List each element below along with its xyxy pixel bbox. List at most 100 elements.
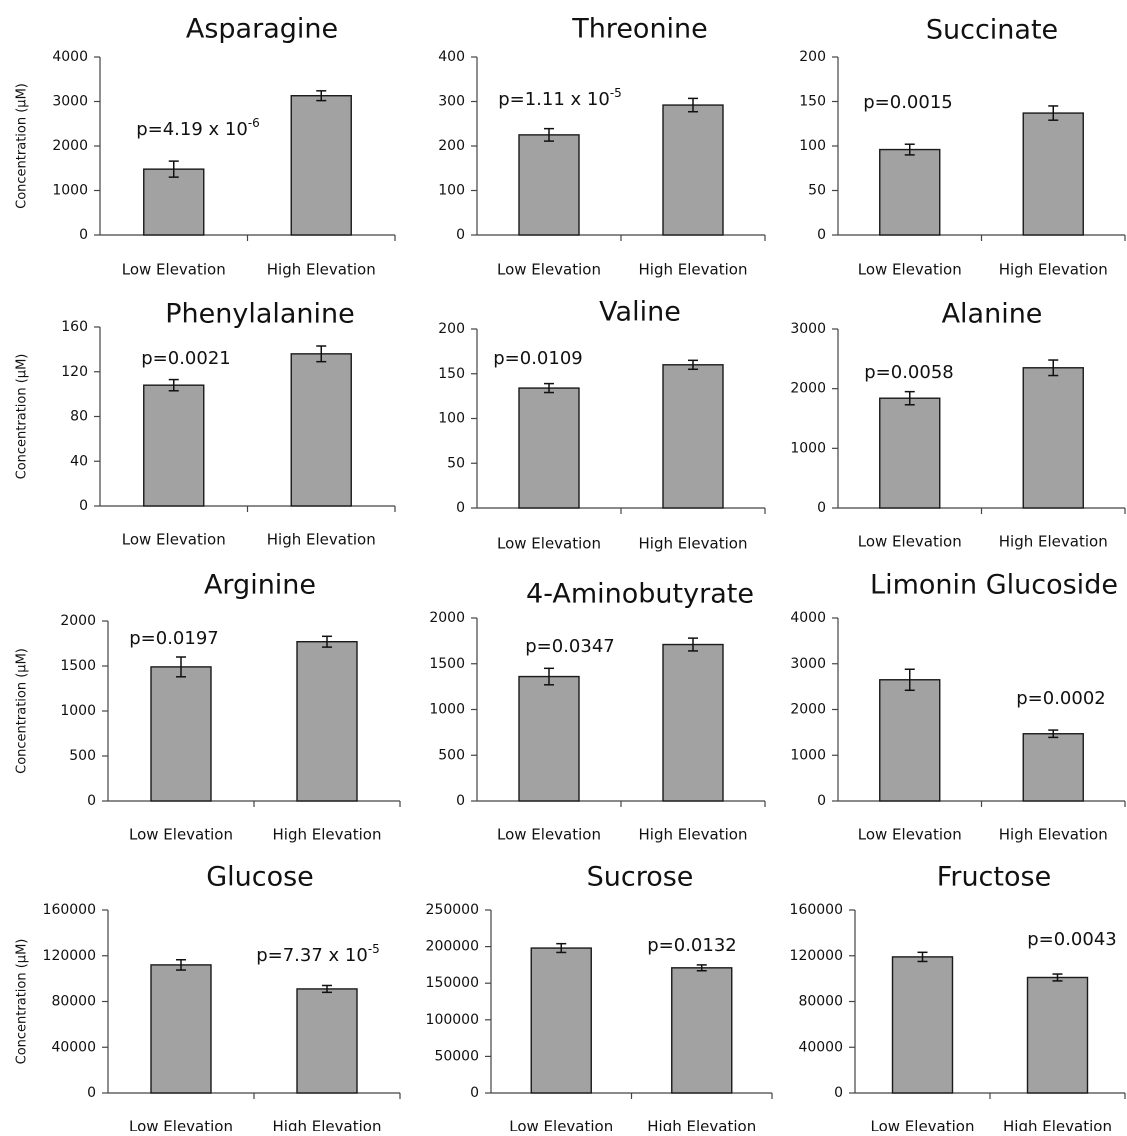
p-value-annotation: p=0.0132 <box>647 935 737 956</box>
y-tick-label: 80000 <box>798 994 843 1010</box>
x-category-label: High Elevation <box>639 261 748 279</box>
p-value-text: p=7.37 x 10 <box>256 945 368 966</box>
bar-high-elevation <box>290 95 352 236</box>
x-category-label: Low Elevation <box>509 1118 613 1132</box>
y-tick-label: 2000 <box>790 702 826 718</box>
bar-low-elevation <box>150 666 212 802</box>
x-category-label: Low Elevation <box>129 1118 233 1132</box>
x-category-label: Low Elevation <box>497 535 601 553</box>
x-category-label: High Elevation <box>639 826 748 844</box>
p-value-annotation: p=0.0347 <box>525 636 615 657</box>
bar-high-elevation <box>1022 367 1084 509</box>
p-value-annotation: p=4.19 x 10-6 <box>136 116 260 141</box>
bar-low-elevation <box>518 675 580 802</box>
bar-low-elevation <box>879 148 941 236</box>
y-tick-label: 2000 <box>60 613 96 629</box>
y-tick-label: 50 <box>447 455 465 471</box>
chart-title: Arginine <box>204 570 316 601</box>
y-axis-label: Concentration (µM) <box>15 354 30 480</box>
y-tick-label: 3000 <box>52 94 88 110</box>
p-value-text: p=0.0132 <box>647 935 737 956</box>
chart-title: Valine <box>599 297 681 328</box>
y-tick-label: 40000 <box>798 1039 843 1055</box>
bar-low-elevation <box>879 397 941 509</box>
p-value-annotation: p=0.0043 <box>1027 929 1117 950</box>
y-tick-label: 1000 <box>790 747 826 763</box>
chart-title: Threonine <box>571 14 708 45</box>
bar-low-elevation <box>143 168 205 236</box>
p-value-exponent: -5 <box>610 86 622 100</box>
y-tick-label: 3000 <box>790 321 826 337</box>
bar-low-elevation <box>518 387 580 509</box>
p-value-exponent: -6 <box>248 116 260 130</box>
x-category-label: Low Elevation <box>871 1118 975 1132</box>
chart-title: Phenylalanine <box>165 299 355 330</box>
bar-high-elevation <box>1026 976 1089 1094</box>
p-value-text: p=0.0015 <box>863 92 953 113</box>
y-tick-label: 160 <box>61 319 88 335</box>
chart-title: Alanine <box>942 299 1043 330</box>
y-tick-label: 3000 <box>790 656 826 672</box>
y-tick-label: 80000 <box>51 994 96 1010</box>
y-tick-label: 100 <box>438 411 465 427</box>
p-value-annotation: p=0.0058 <box>864 362 954 383</box>
y-tick-label: 100000 <box>426 1012 479 1028</box>
y-tick-label: 50000 <box>434 1048 479 1064</box>
chart-title: Sucrose <box>587 862 694 893</box>
x-category-label: Low Elevation <box>122 261 226 279</box>
y-tick-label: 0 <box>79 498 88 514</box>
chart-panel-3: Succinate 0 50 100 150 200 Low Elevation High E… <box>799 15 1126 279</box>
x-category-label: High Elevation <box>639 535 748 553</box>
p-value-text: p=0.0058 <box>864 362 954 383</box>
y-tick-label: 1500 <box>429 656 465 672</box>
chart-panel-8: 4-Aminobutyrate 0 500 1000 1500 2000 Low Eleva… <box>429 579 766 844</box>
y-axis-label: Concentration (µM) <box>15 939 30 1065</box>
bar-high-elevation <box>1022 733 1084 802</box>
y-tick-label: 2000 <box>52 138 88 154</box>
p-value-annotation: p=7.37 x 10-5 <box>256 942 380 967</box>
p-value-text: p=0.0197 <box>129 628 219 649</box>
y-axis-label: Concentration (µM) <box>15 83 30 209</box>
y-tick-label: 0 <box>456 793 465 809</box>
y-tick-label: 0 <box>470 1085 479 1101</box>
x-category-label: High Elevation <box>999 261 1108 279</box>
y-tick-label: 0 <box>817 500 826 516</box>
chart-title: Glucose <box>206 862 314 893</box>
bar-high-elevation <box>296 641 358 802</box>
bar-low-elevation <box>891 956 954 1094</box>
chart-panel-12: Fructose 0 40000 80000 120000 160000 Low Eleva… <box>790 862 1126 1136</box>
p-value-text: p=0.0021 <box>141 348 231 369</box>
y-tick-label: 200000 <box>426 939 479 955</box>
y-tick-label: 0 <box>79 227 88 243</box>
y-tick-label: 500 <box>69 748 96 764</box>
y-tick-label: 0 <box>817 227 826 243</box>
x-category-label: High Elevation <box>999 826 1108 844</box>
y-axis-label: Concentration (µM) <box>15 648 30 774</box>
p-value-annotation: p=0.0021 <box>141 348 231 369</box>
chart-panel-1: Asparagine 0 1000 2000 3000 4000 Concentration… <box>15 14 396 279</box>
x-category-label: Low Elevation <box>497 261 601 279</box>
y-tick-label: 50 <box>808 183 826 199</box>
bar-low-elevation <box>143 384 205 507</box>
y-tick-label: 40 <box>70 453 88 469</box>
chart-title: Fructose <box>937 862 1051 893</box>
y-tick-label: 0 <box>87 1085 96 1101</box>
x-category-label: High Elevation <box>273 826 382 844</box>
y-tick-label: 150 <box>438 366 465 382</box>
x-category-label: High Elevation <box>647 1118 756 1132</box>
y-tick-label: 150 <box>799 94 826 110</box>
y-tick-label: 0 <box>87 793 96 809</box>
x-category-label: Low Elevation <box>858 826 962 844</box>
p-value-exponent: -5 <box>368 942 380 956</box>
chart-panel-7: Arginine 0 500 1000 1500 2000 Concentration (µ… <box>15 570 401 844</box>
y-tick-label: 1000 <box>60 703 96 719</box>
bar-low-elevation <box>150 964 212 1094</box>
bar-high-elevation <box>662 104 724 236</box>
y-tick-label: 100 <box>799 138 826 154</box>
y-tick-label: 1000 <box>429 702 465 718</box>
y-tick-label: 300 <box>438 94 465 110</box>
x-category-label: High Elevation <box>267 261 376 279</box>
y-tick-label: 40000 <box>51 1039 96 1055</box>
bar-high-elevation <box>290 353 352 507</box>
